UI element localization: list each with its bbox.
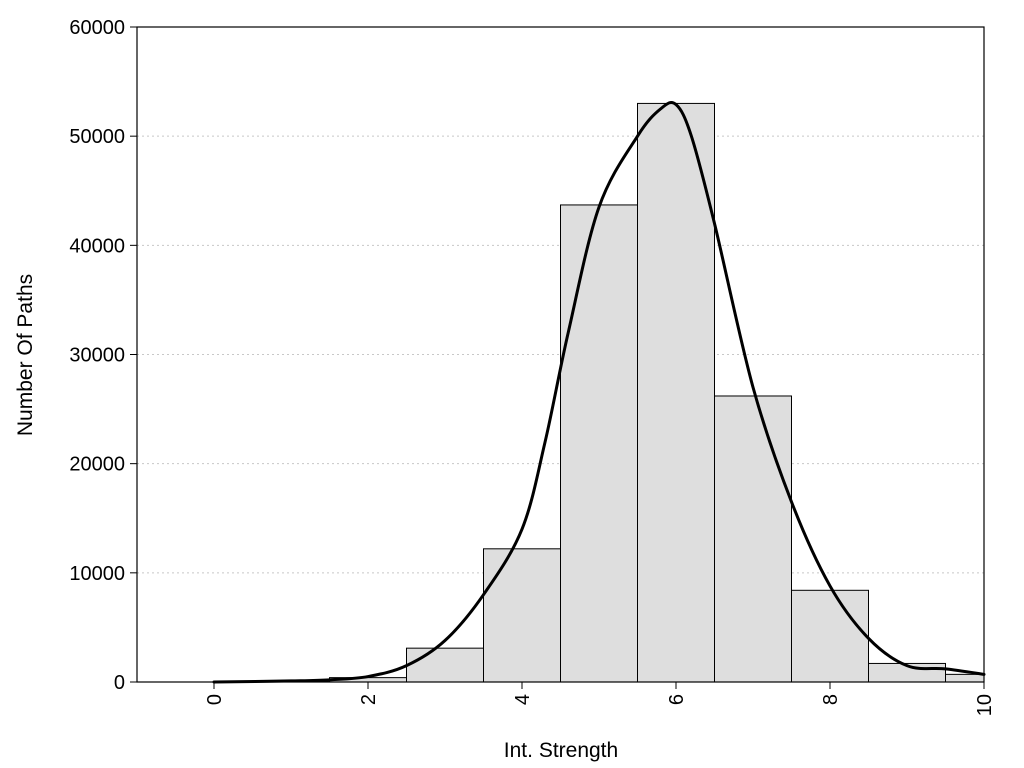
x-tick-label: 10 bbox=[974, 694, 996, 716]
x-tick-label: 6 bbox=[666, 694, 688, 705]
y-tick-label: 10000 bbox=[69, 563, 125, 585]
histogram-bar bbox=[637, 102, 715, 683]
y-tick-label: 20000 bbox=[69, 454, 125, 476]
histogram-bar bbox=[791, 589, 869, 683]
histogram-bar bbox=[945, 673, 985, 683]
y-tick-label: 30000 bbox=[69, 345, 125, 367]
y-tick-label: 40000 bbox=[69, 235, 125, 257]
grid-lines bbox=[137, 135, 984, 574]
y-tick-label: 60000 bbox=[69, 17, 125, 39]
x-axis-ticks: 0 2 4 6 8 10 bbox=[204, 682, 996, 716]
x-tick-label: 0 bbox=[204, 694, 226, 705]
y-axis-ticks: 0 10000 20000 30000 40000 50000 60000 bbox=[69, 17, 137, 694]
x-axis-title: Int. Strength bbox=[504, 739, 618, 762]
x-tick-label: 4 bbox=[512, 694, 534, 705]
density-curve-layer bbox=[212, 101, 986, 684]
y-tick-label: 0 bbox=[114, 672, 125, 694]
histogram-bar bbox=[714, 395, 792, 683]
histogram-bar bbox=[560, 204, 638, 683]
y-tick-label: 50000 bbox=[69, 126, 125, 148]
histogram-bars bbox=[252, 102, 985, 683]
histogram-bar bbox=[483, 548, 561, 683]
x-tick-label: 8 bbox=[820, 694, 842, 705]
histogram-bar bbox=[406, 647, 484, 683]
y-axis-title: Number Of Paths bbox=[14, 274, 37, 436]
density-curve bbox=[212, 101, 986, 684]
x-tick-label: 2 bbox=[358, 694, 380, 705]
